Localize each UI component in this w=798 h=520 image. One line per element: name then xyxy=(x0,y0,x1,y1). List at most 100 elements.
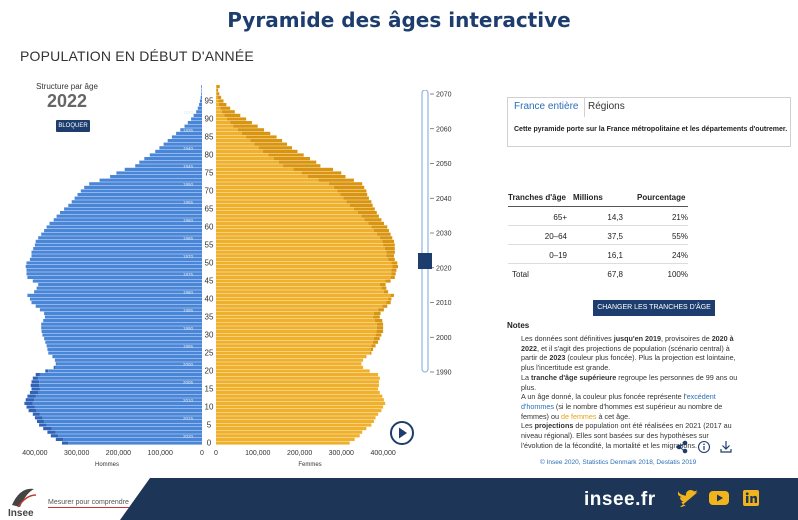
men-bar xyxy=(197,106,202,110)
men-bar xyxy=(29,297,203,301)
table-cell-label: 65+ xyxy=(508,206,573,226)
women-bar xyxy=(216,164,283,168)
men-excess-bar xyxy=(47,430,56,434)
women-bar xyxy=(216,171,302,175)
men-bar xyxy=(41,232,203,236)
men-bar xyxy=(149,153,202,157)
age-tick-label: 0 xyxy=(207,439,212,448)
women-bar xyxy=(216,121,231,125)
women-excess-bar xyxy=(378,308,384,312)
table-row: 65+ 14,3 21% xyxy=(508,206,688,226)
men-bar xyxy=(46,344,202,348)
women-bar xyxy=(216,347,371,351)
women-bar xyxy=(216,333,376,337)
birth-year-label: 2005 xyxy=(183,380,194,385)
women-bar xyxy=(216,387,379,391)
men-bar xyxy=(47,347,203,351)
women-bar xyxy=(216,326,377,330)
birth-year-label: 1970 xyxy=(183,254,194,259)
women-bar xyxy=(216,200,347,204)
women-excess-bar xyxy=(293,167,333,171)
men-bar xyxy=(68,203,202,207)
men-excess-bar xyxy=(43,427,52,431)
twitter-icon[interactable] xyxy=(678,489,700,507)
women-bar xyxy=(216,362,362,366)
men-excess-bar xyxy=(31,387,40,391)
lock-button[interactable]: BLOQUER xyxy=(56,120,90,132)
women-excess-bar xyxy=(241,131,271,135)
insee-logo-text[interactable]: Insee xyxy=(8,508,34,519)
women-bar xyxy=(216,250,387,254)
birth-year-label: 1935 xyxy=(183,128,194,133)
women-bar xyxy=(216,430,363,434)
women-excess-bar xyxy=(390,293,394,297)
women-bar xyxy=(216,290,384,294)
tab-france-entiere[interactable]: France entière xyxy=(508,98,586,118)
birth-year-label: 1945 xyxy=(183,164,194,169)
women-bar xyxy=(216,394,383,398)
women-bar xyxy=(216,373,379,377)
men-bar xyxy=(74,196,202,200)
women-excess-bar xyxy=(365,355,367,359)
tagline: Mesurer pour comprendre xyxy=(48,499,129,508)
birth-year-label: 1980 xyxy=(183,290,194,295)
age-tick-label: 70 xyxy=(205,187,214,196)
x-tick-label-women: 0 xyxy=(214,450,218,457)
women-bar xyxy=(216,355,366,359)
men-bar xyxy=(71,200,202,204)
info-icon[interactable] xyxy=(697,440,711,454)
women-excess-bar xyxy=(392,265,399,269)
slider-handle[interactable] xyxy=(418,253,432,269)
women-excess-bar xyxy=(318,178,354,182)
age-tick-label: 30 xyxy=(205,331,214,340)
men-bar xyxy=(32,279,202,283)
women-excess-bar xyxy=(307,175,346,179)
play-button[interactable] xyxy=(389,420,415,446)
birth-year-label: 1940 xyxy=(183,146,194,151)
men-bar xyxy=(39,387,203,391)
women-excess-bar xyxy=(371,225,388,229)
men-bar xyxy=(155,149,202,153)
women-bar xyxy=(216,99,219,103)
year-slider[interactable]: 2070 2060 2050 2040 2030 2020 2010 2000 1990 xyxy=(418,90,458,380)
women-excess-bar xyxy=(220,106,231,110)
slider-track[interactable] xyxy=(421,90,429,373)
women-excess-bar xyxy=(273,157,310,161)
note-paragraph: La tranche d'âge supérieure regroupe les… xyxy=(521,372,738,392)
women-excess-bar xyxy=(374,319,383,323)
men-bar xyxy=(110,175,202,179)
slider-year-label: 2020 xyxy=(436,265,452,272)
page-title: Pyramide des âges interactive xyxy=(227,8,571,32)
men-bar xyxy=(27,275,203,279)
tab-regions[interactable]: Régions xyxy=(588,101,625,112)
women-excess-bar xyxy=(376,326,384,330)
women-bar xyxy=(216,139,251,143)
youtube-icon[interactable] xyxy=(708,489,730,507)
men-bar xyxy=(89,182,202,186)
women-bar xyxy=(216,221,369,225)
table-cell-pct: 21% xyxy=(637,206,688,226)
linkedin-icon[interactable] xyxy=(741,489,763,507)
women-bar xyxy=(216,207,354,211)
structure-label: Structure par âge xyxy=(36,82,98,91)
women-excess-bar xyxy=(379,283,386,287)
women-excess-bar xyxy=(337,189,367,193)
men-bar xyxy=(26,268,202,272)
x-tick-label-women: 300,000 xyxy=(329,450,354,457)
site-link[interactable]: insee.fr xyxy=(584,489,656,510)
men-bar xyxy=(36,286,202,290)
men-bar xyxy=(34,405,203,409)
women-bar xyxy=(216,412,379,416)
change-age-groups-button[interactable]: CHANGER LES TRANCHES D'ÂGE xyxy=(593,300,715,316)
women-excess-bar xyxy=(386,254,394,258)
download-icon[interactable] xyxy=(720,441,732,453)
men-bar xyxy=(41,326,203,330)
share-icon[interactable] xyxy=(676,440,688,454)
men-bar xyxy=(38,283,203,287)
women-bar xyxy=(216,376,380,380)
age-tick-label: 90 xyxy=(205,115,214,124)
men-bar xyxy=(135,164,202,168)
women-bar xyxy=(216,427,367,431)
women-bar xyxy=(216,153,269,157)
men-excess-bar xyxy=(39,423,47,427)
